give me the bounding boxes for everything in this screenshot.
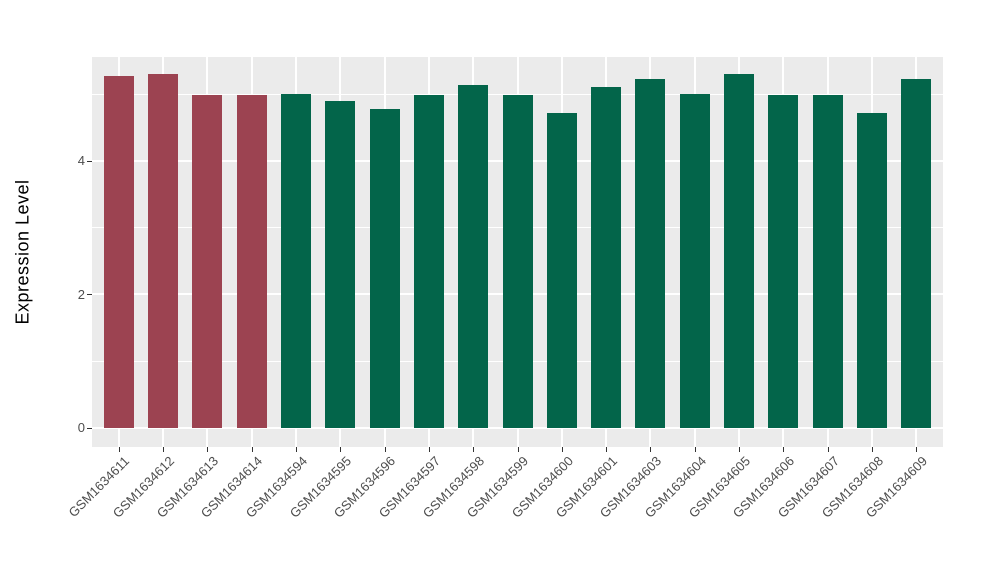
bar-GSM1634594 (280, 94, 311, 428)
bar-GSM1634606 (768, 94, 799, 428)
bar-GSM1634612 (147, 74, 178, 428)
x-tick-mark (295, 447, 297, 452)
x-tick-mark (428, 447, 430, 452)
bar-GSM1634600 (546, 113, 577, 428)
bar-GSM1634598 (458, 84, 489, 428)
bar-GSM1634601 (591, 87, 622, 428)
chart-panel (92, 57, 943, 447)
x-tick-mark (561, 447, 563, 452)
y-tick-label: 2 (77, 286, 85, 302)
bar-GSM1634596 (369, 108, 400, 428)
bar-GSM1634611 (103, 76, 134, 428)
bar-GSM1634599 (502, 95, 533, 428)
x-tick-mark (517, 447, 519, 452)
bar-GSM1634595 (325, 100, 356, 428)
y-tick-mark (87, 427, 92, 429)
x-tick-mark (650, 447, 652, 452)
x-tick-mark (827, 447, 829, 452)
bar-GSM1634597 (413, 95, 444, 428)
x-tick-mark (739, 447, 741, 452)
x-tick-mark (916, 447, 918, 452)
x-tick-mark (118, 447, 120, 452)
x-tick-mark (340, 447, 342, 452)
y-tick-label: 4 (77, 153, 85, 169)
bar-GSM1634607 (812, 95, 843, 428)
x-tick-mark (872, 447, 874, 452)
x-tick-mark (251, 447, 253, 452)
y-tick-mark (87, 160, 92, 162)
y-tick-label: 0 (77, 420, 85, 436)
x-tick-mark (694, 447, 696, 452)
x-tick-mark (473, 447, 475, 452)
bar-GSM1634609 (901, 79, 932, 428)
y-axis-title-text: Expression Level (12, 179, 33, 325)
bar-GSM1634604 (679, 94, 710, 428)
bar-GSM1634614 (236, 94, 267, 428)
y-tick-mark (87, 294, 92, 296)
bar-GSM1634613 (192, 94, 223, 428)
x-tick-mark (384, 447, 386, 452)
x-tick-mark (162, 447, 164, 452)
bar-GSM1634605 (724, 74, 755, 428)
bar-GSM1634603 (635, 78, 666, 428)
x-tick-mark (783, 447, 785, 452)
bar-GSM1634608 (857, 113, 888, 428)
x-tick-mark (207, 447, 209, 452)
x-tick-mark (606, 447, 608, 452)
